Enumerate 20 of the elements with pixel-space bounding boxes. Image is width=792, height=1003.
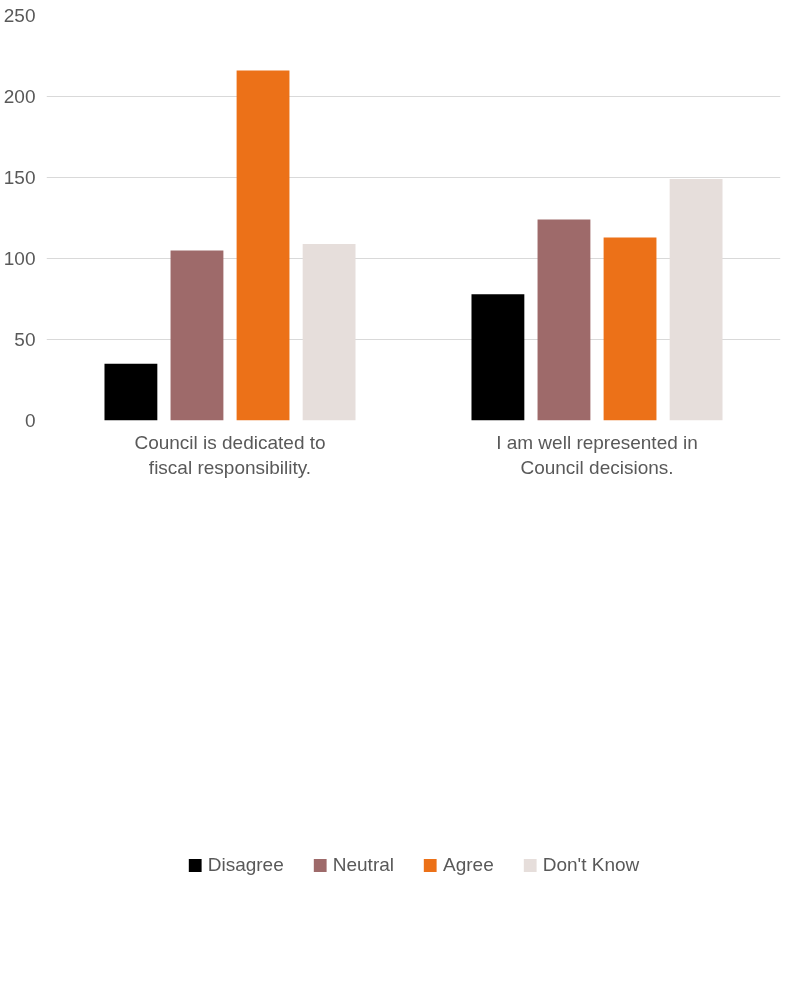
x-tick-label: I am well represented in Council decisions.	[496, 431, 698, 478]
bar	[471, 294, 525, 421]
legend-label: Agree	[443, 853, 494, 876]
bar	[236, 70, 290, 421]
y-tick-label: 0	[24, 410, 36, 431]
legend-label: Neutral	[332, 853, 395, 876]
legend-label: Disagree	[207, 853, 284, 876]
bar	[104, 363, 158, 421]
bar	[603, 237, 657, 421]
bar	[537, 219, 591, 421]
bar	[302, 243, 356, 421]
y-tick-label: 50	[14, 329, 36, 350]
x-tick-label: Council is dedicated to fiscal responsibility.	[134, 431, 326, 478]
legend-label: Don't Know	[542, 853, 640, 876]
bar	[669, 179, 723, 421]
y-tick-label: 250	[3, 5, 36, 26]
y-tick-label: 200	[3, 86, 36, 107]
y-tick-label: 150	[3, 167, 36, 188]
y-tick-label: 100	[3, 248, 36, 269]
bar	[170, 250, 224, 421]
